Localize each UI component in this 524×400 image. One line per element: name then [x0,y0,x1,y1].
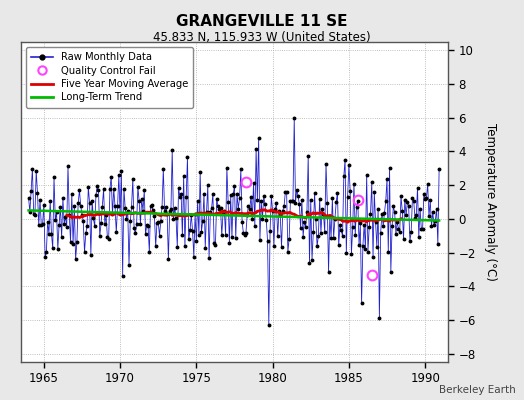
Legend: Raw Monthly Data, Quality Control Fail, Five Year Moving Average, Long-Term Tren: Raw Monthly Data, Quality Control Fail, … [26,47,193,108]
Text: Berkeley Earth: Berkeley Earth [440,385,516,395]
Text: 45.833 N, 115.933 W (United States): 45.833 N, 115.933 W (United States) [153,31,371,44]
Text: GRANGEVILLE 11 SE: GRANGEVILLE 11 SE [176,14,348,29]
Y-axis label: Temperature Anomaly (°C): Temperature Anomaly (°C) [484,123,497,281]
